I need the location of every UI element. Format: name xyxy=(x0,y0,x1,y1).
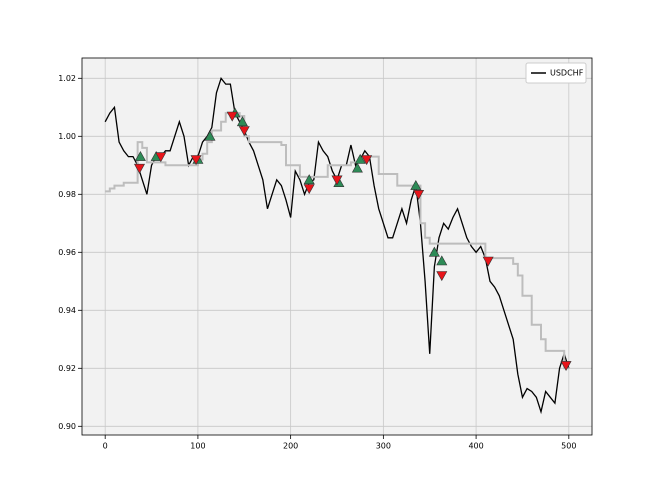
sell-marker xyxy=(155,152,167,163)
y-tick-label: 0.96 xyxy=(58,248,76,257)
buy-marker xyxy=(134,150,146,161)
x-tick-label: 100 xyxy=(190,442,205,451)
buy-marker xyxy=(236,116,248,127)
x-tick-label: 500 xyxy=(561,442,576,451)
x-tick-label: 400 xyxy=(468,442,483,451)
x-tick-label: 200 xyxy=(283,442,298,451)
sell-marker xyxy=(331,175,343,186)
buy-marker xyxy=(303,174,315,185)
plot-area xyxy=(82,58,592,435)
x-tick-label: 0 xyxy=(103,442,108,451)
y-tick-label: 0.94 xyxy=(58,306,76,315)
sell-marker xyxy=(482,256,494,267)
y-tick-label: 0.92 xyxy=(58,364,76,373)
buy-marker xyxy=(436,255,448,266)
y-tick-label: 1.02 xyxy=(58,74,76,83)
sell-marker xyxy=(238,126,250,137)
legend-box xyxy=(525,62,587,84)
buy-marker xyxy=(351,162,363,173)
sell-marker xyxy=(361,155,373,166)
sell-marker xyxy=(303,184,315,195)
buy-marker xyxy=(354,153,366,164)
sell-marker xyxy=(190,155,202,166)
sell-marker xyxy=(133,163,146,174)
sell-marker xyxy=(226,111,238,122)
legend-label: USDCHF xyxy=(550,69,584,78)
sell-marker xyxy=(413,190,425,200)
y-tick-label: 0.90 xyxy=(58,422,76,431)
step-line xyxy=(105,112,569,370)
x-tick-label: 300 xyxy=(376,442,391,451)
legend: USDCHF xyxy=(525,62,587,84)
y-tick-label: 1.00 xyxy=(58,132,76,141)
buy-marker xyxy=(428,246,440,257)
y-tick-label: 0.98 xyxy=(58,190,76,199)
plot-frame xyxy=(81,57,593,436)
sell-marker xyxy=(560,361,572,372)
buy-marker xyxy=(204,130,216,141)
buy-marker xyxy=(410,179,422,190)
sell-marker xyxy=(436,271,448,282)
